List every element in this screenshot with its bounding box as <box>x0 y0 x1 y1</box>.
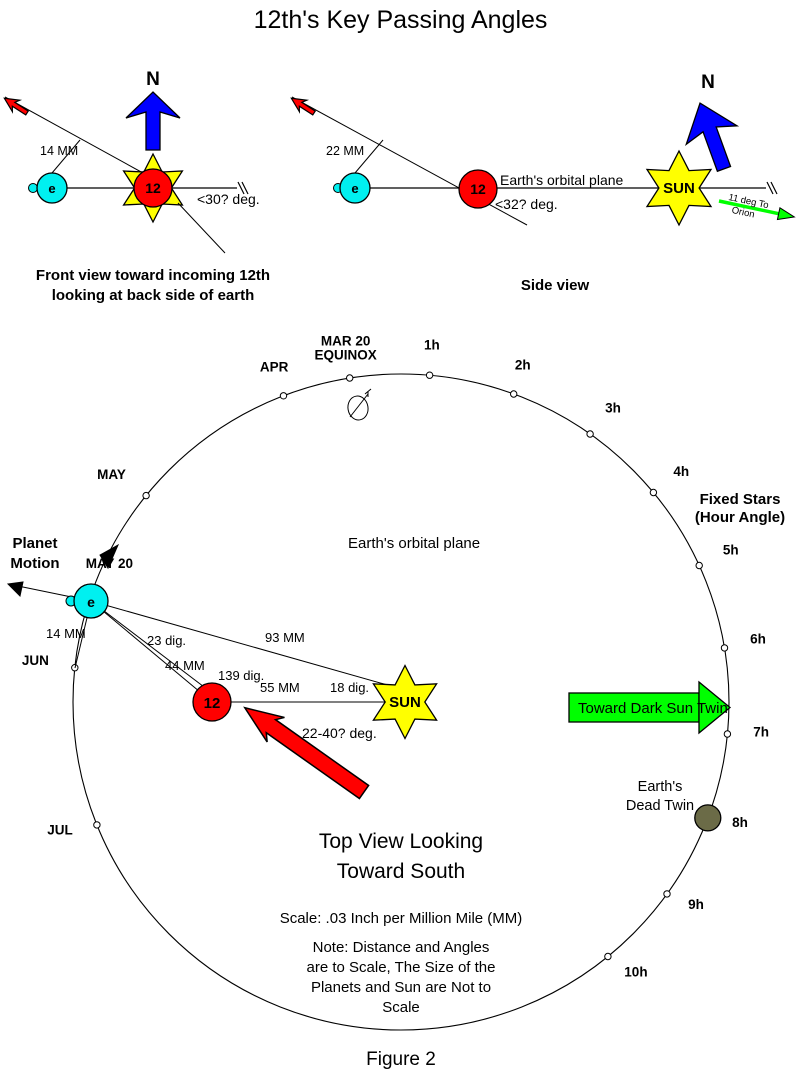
svg-text:22-40? deg.: 22-40? deg. <box>302 725 377 741</box>
svg-text:12: 12 <box>204 695 221 712</box>
svg-text:44 MM: 44 MM <box>165 658 205 673</box>
svg-text:9h: 9h <box>688 897 704 912</box>
svg-text:23 dig.: 23 dig. <box>147 633 186 648</box>
svg-text:Fixed Stars: Fixed Stars <box>700 491 781 508</box>
svg-text:e: e <box>87 594 95 610</box>
svg-text:<30? deg.: <30? deg. <box>197 191 260 207</box>
svg-text:APR: APR <box>260 360 289 375</box>
svg-text:Side view: Side view <box>521 277 590 294</box>
svg-text:14 MM: 14 MM <box>46 626 86 641</box>
svg-text:6h: 6h <box>750 632 766 647</box>
svg-text:are to Scale, The Size of the: are to Scale, The Size of the <box>306 959 495 976</box>
svg-text:MAY: MAY <box>97 467 126 482</box>
svg-text:Planet: Planet <box>12 535 57 552</box>
svg-text:Scale: .03 Inch per Million Mi: Scale: .03 Inch per Million Mile (MM) <box>280 910 523 927</box>
svg-text:139 dig.: 139 dig. <box>218 668 264 683</box>
svg-text:Toward Dark Sun Twin: Toward Dark Sun Twin <box>578 700 728 717</box>
svg-text:4h: 4h <box>673 464 689 479</box>
svg-text:looking at back side of earth: looking at back side of earth <box>52 287 255 304</box>
svg-text:Front view toward incoming 12t: Front view toward incoming 12th <box>36 267 270 284</box>
svg-text:55 MM: 55 MM <box>260 680 300 695</box>
svg-text:Dead Twin: Dead Twin <box>626 798 694 814</box>
svg-text:N: N <box>701 72 715 93</box>
svg-text:Note: Distance and Angles: Note: Distance and Angles <box>313 939 490 956</box>
svg-text:7h: 7h <box>753 725 769 740</box>
svg-text:Toward South: Toward South <box>337 860 465 883</box>
svg-text:18 dig.: 18 dig. <box>330 680 369 695</box>
svg-text:14 MM: 14 MM <box>40 144 78 158</box>
svg-text:N: N <box>146 69 160 90</box>
svg-text:12: 12 <box>470 181 486 197</box>
svg-text:8h: 8h <box>732 815 748 830</box>
svg-text:MAR 20: MAR 20 <box>321 333 371 348</box>
svg-text:EQUINOX: EQUINOX <box>314 347 376 362</box>
svg-text:Scale: Scale <box>382 999 420 1016</box>
svg-text:3h: 3h <box>605 401 621 416</box>
svg-text:Top View Looking: Top View Looking <box>319 830 483 853</box>
svg-text:Planets and Sun are Not to: Planets and Sun are Not to <box>311 979 491 996</box>
svg-text:10h: 10h <box>624 965 647 980</box>
svg-text:JUN: JUN <box>22 653 49 668</box>
svg-text:SUN: SUN <box>663 180 695 197</box>
svg-text:e: e <box>351 181 358 196</box>
svg-text:(Hour Angle): (Hour Angle) <box>695 509 785 526</box>
svg-text:Figure 2: Figure 2 <box>366 1049 436 1070</box>
svg-text:22 MM: 22 MM <box>326 144 364 158</box>
svg-text:1h: 1h <box>424 337 440 352</box>
svg-text:12: 12 <box>145 180 161 196</box>
svg-text:SUN: SUN <box>389 694 421 711</box>
svg-text:2h: 2h <box>515 358 531 373</box>
svg-text:Earth's: Earth's <box>638 779 683 795</box>
svg-text:<32? deg.: <32? deg. <box>495 196 558 212</box>
svg-text:Earth's orbital plane: Earth's orbital plane <box>500 172 624 188</box>
svg-text:JUL: JUL <box>47 823 73 838</box>
svg-text:93 MM: 93 MM <box>265 630 305 645</box>
svg-text:Motion: Motion <box>10 555 59 572</box>
svg-text:5h: 5h <box>723 543 739 558</box>
svg-text:Earth's orbital plane: Earth's orbital plane <box>348 535 480 552</box>
svg-text:e: e <box>48 181 55 196</box>
